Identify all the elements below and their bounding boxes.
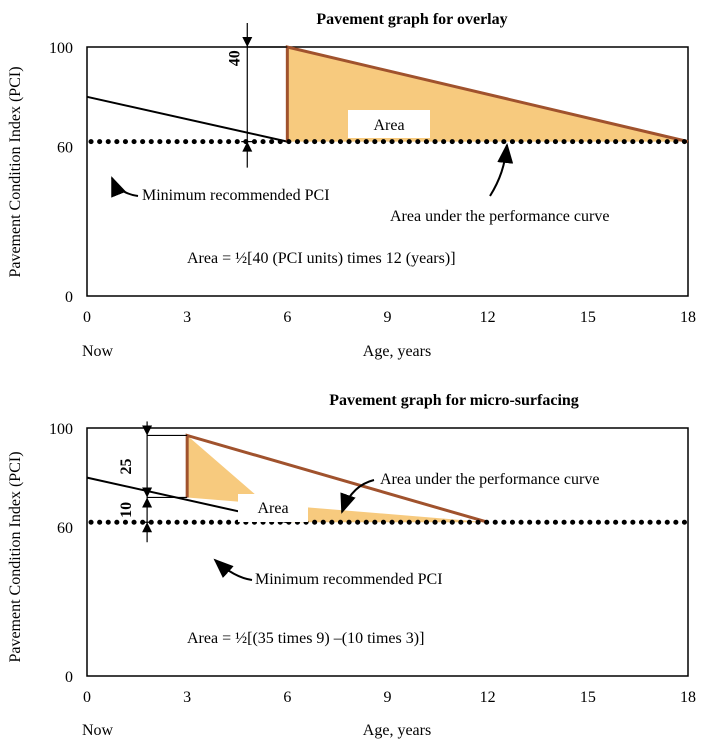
x-tick-label: 6 [283,689,291,706]
y-tick-label: 60 [57,140,73,157]
chart-title: Pavement graph for overlay [316,11,507,28]
min-pci-label: Minimum recommended PCI [142,187,330,204]
plot-frame [86,46,689,297]
x-tick-labels: 0 3 6 9 12 15 18 [83,309,696,326]
dimension-label-40: 40 [226,50,243,66]
x-tick-label: 18 [680,689,696,706]
x-tick-label: 15 [580,689,596,706]
x-tick-label: 12 [480,309,496,326]
dimension-arrow-down-icon [142,487,153,498]
area-curve-callout-arrow-icon [340,479,375,514]
area-label: Area [373,117,404,134]
x-tick-label: 3 [183,689,191,706]
x-tick-label: 9 [384,309,392,326]
formula-label: Area = ½[40 (PCI units) times 12 (years)… [187,250,456,267]
dimension-arrow-up-icon [142,522,153,533]
existing-pavement-line [86,95,288,143]
dimension-lines [141,421,188,543]
y-axis-label: Pavement Condition Index (PCI) [7,66,24,277]
dimension-label-10: 10 [118,502,135,518]
dimension-label-25: 25 [118,458,135,474]
chart-title: Pavement graph for micro-surfacing [329,392,579,409]
x-tick-label: 0 [83,309,91,326]
x-tick-label: 18 [680,309,696,326]
y-axis-label: Pavement Condition Index (PCI) [7,451,24,662]
area-label-box [348,110,430,138]
dimension-arrow-down-icon [142,425,153,436]
plot-frame [86,427,689,677]
x-tick-labels: 0 3 6 9 12 15 18 [83,689,696,706]
y-tick-labels: 0 60 100 [49,40,73,306]
x-tick-label: 9 [384,689,392,706]
x-tick-label: 6 [283,309,291,326]
y-tick-label: 100 [49,40,73,57]
dimension-arrow-down-icon [242,37,253,47]
y-tick-label: 0 [65,669,73,686]
overlay-chart: Pavement graph for overlay 40 Area Minim… [7,11,696,360]
x-tick-label: 15 [580,309,596,326]
area-curve-label: Area under the performance curve [380,471,599,488]
x-axis-label: Age, years [363,722,431,739]
min-pci-label: Minimum recommended PCI [255,571,443,588]
dimension-arrow-up-icon [242,141,253,152]
y-tick-labels: 0 60 100 [49,421,73,686]
x-axis-now-label: Now [82,722,114,739]
x-axis-label: Age, years [363,343,431,360]
x-tick-label: 3 [183,309,191,326]
micro-surfacing-chart: Pavement graph for micro-surfacing 25 10… [7,392,696,739]
area-curve-label: Area under the performance curve [390,208,609,225]
y-tick-label: 0 [65,289,73,306]
formula-label: Area = ½[(35 times 9) –(10 times 3)] [187,630,424,647]
min-pci-callout-arrow-icon [111,176,139,198]
min-pci-callout-arrow-icon [213,558,253,581]
area-curve-callout-arrow-icon [489,143,514,197]
x-tick-label: 0 [83,689,91,706]
x-axis-now-label: Now [82,343,114,360]
y-tick-label: 60 [57,520,73,537]
area-label-box [238,494,308,522]
y-tick-label: 100 [49,421,73,438]
dimension-arrow-up-icon [142,497,153,508]
area-label: Area [257,500,288,517]
x-tick-label: 12 [480,689,496,706]
